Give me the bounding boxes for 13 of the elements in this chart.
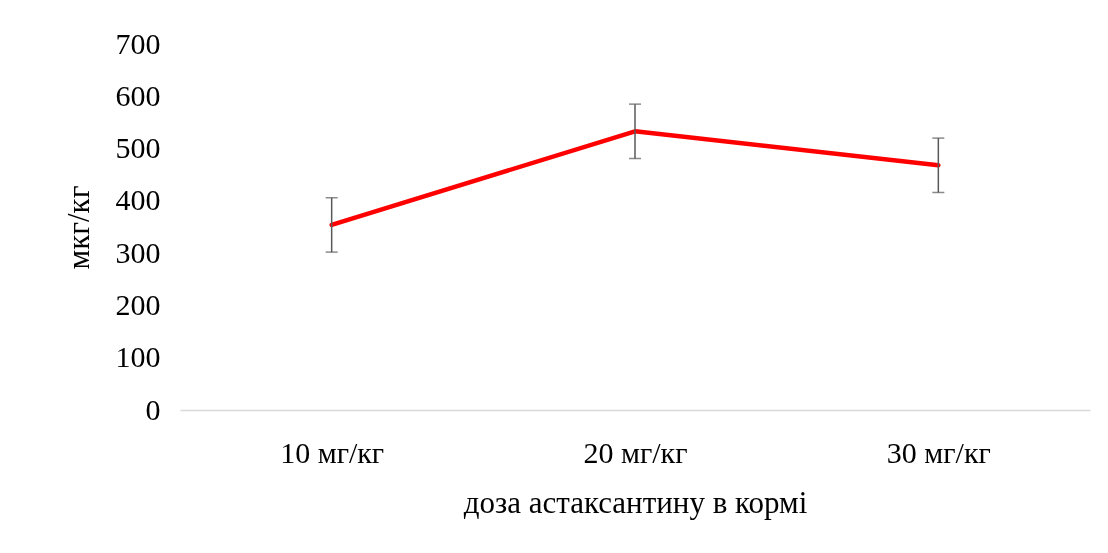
y-axis-title: мкг/кг: [60, 185, 96, 270]
y-tick-label: 200: [115, 287, 161, 321]
x-axis-title: доза астаксантину в кормі: [463, 484, 808, 520]
y-tick-label: 600: [115, 78, 161, 112]
x-tick-label: 30 мг/кг: [886, 435, 991, 469]
y-tick-label: 500: [115, 131, 161, 165]
y-tick-label: 100: [115, 340, 161, 374]
x-tick-label: 20 мг/кг: [583, 435, 688, 469]
y-tick-label: 0: [145, 392, 161, 426]
y-tick-label: 700: [115, 26, 161, 60]
y-tick-label: 300: [115, 235, 161, 269]
y-tick-label: 400: [115, 183, 161, 217]
x-tick-label: 10 мг/кг: [280, 435, 385, 469]
